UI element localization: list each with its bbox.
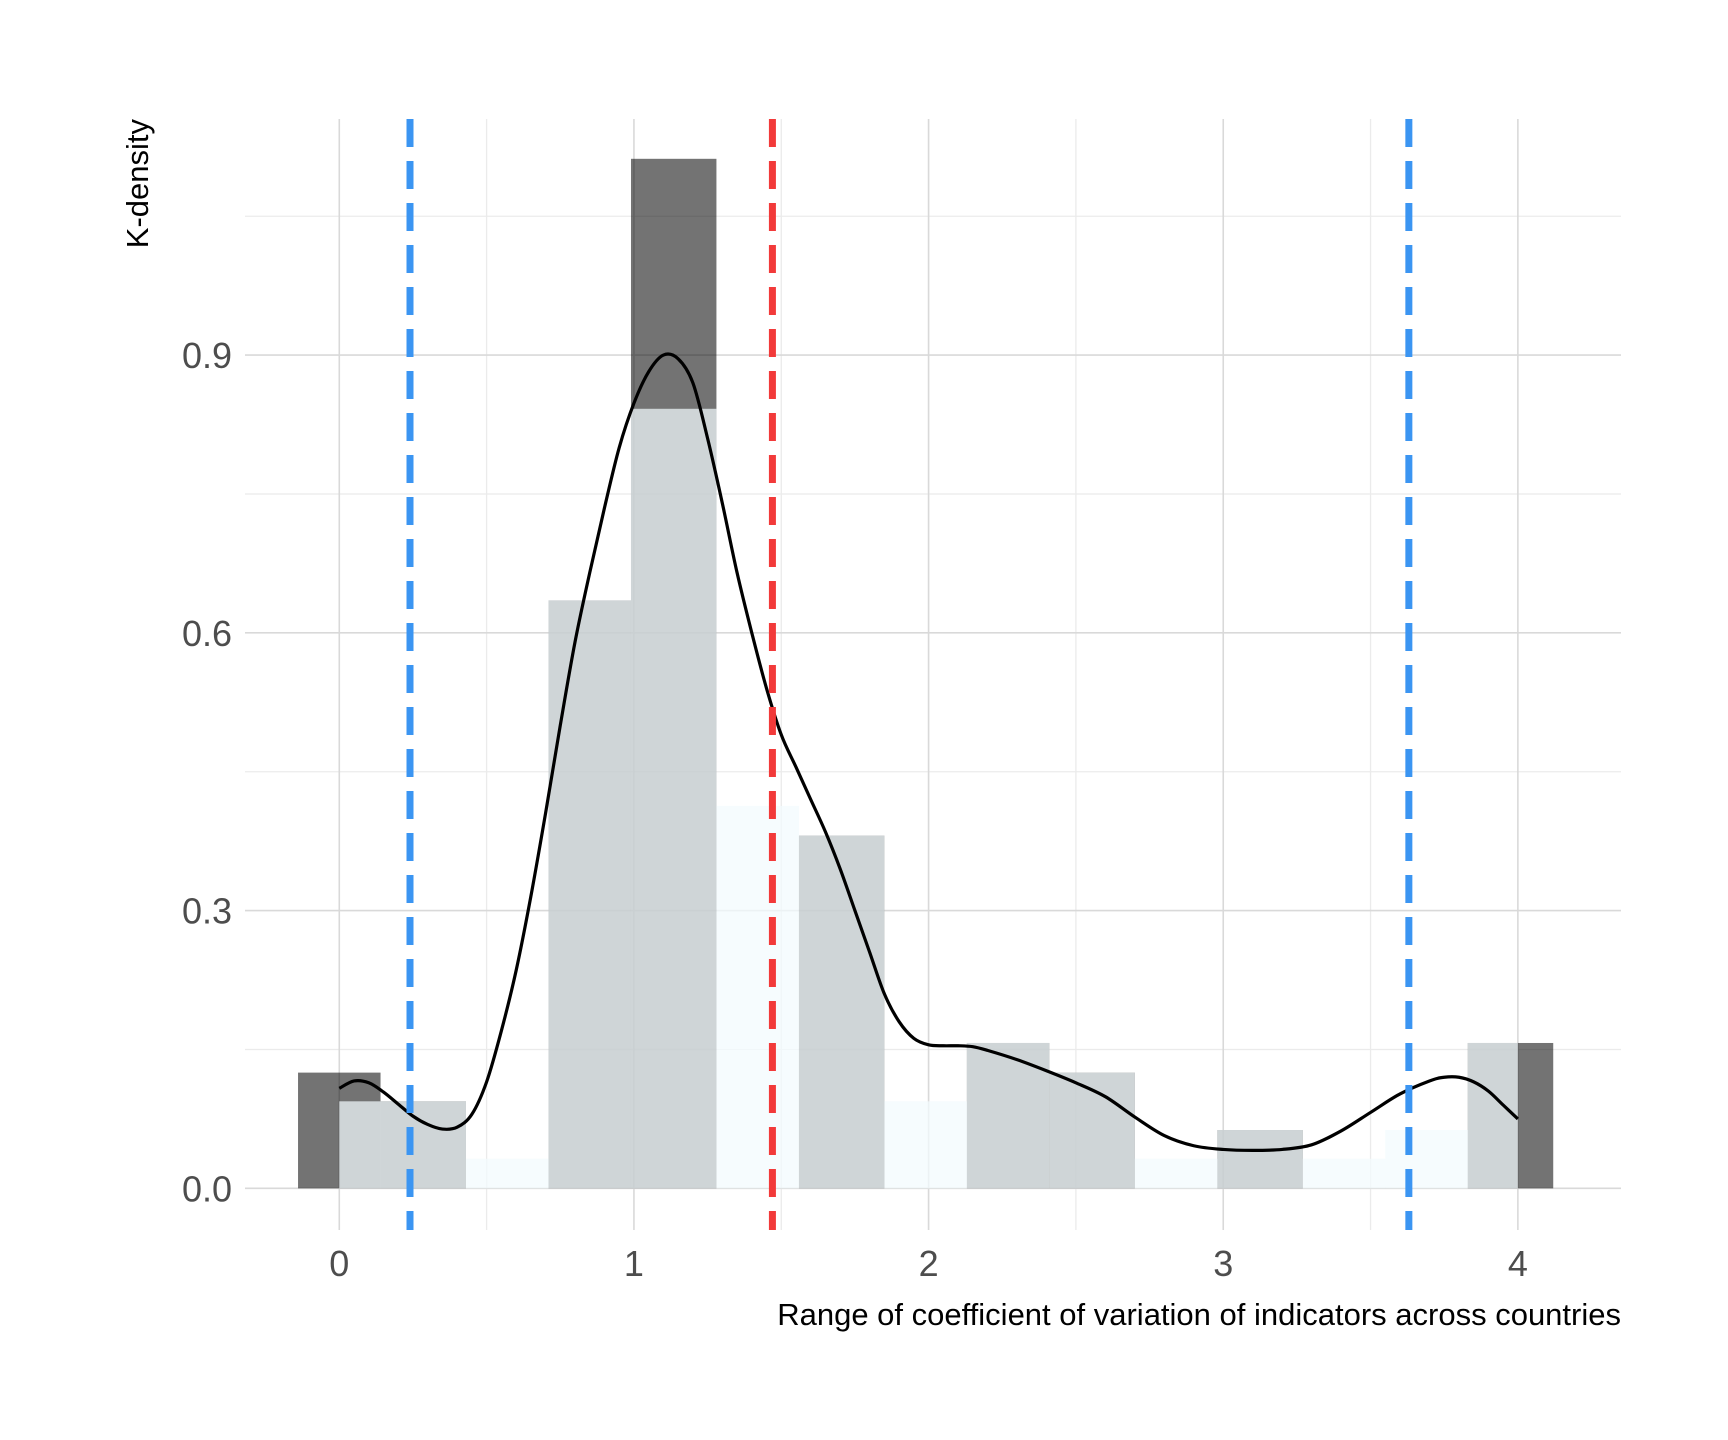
y-tick-label: 0.0 [182, 1168, 232, 1209]
histogram-bar-2 [1467, 1042, 1518, 1189]
histogram-bar-2 [716, 805, 799, 1189]
histogram-bar-2 [1385, 1130, 1468, 1189]
y-tick-label: 0.6 [182, 613, 232, 654]
x-tick-label: 0 [329, 1243, 349, 1284]
histogram-bar-2 [630, 408, 717, 1189]
y-tick-label: 0.3 [182, 891, 232, 932]
y-tick-label: 0.9 [182, 335, 232, 376]
histogram-bar-2 [548, 600, 631, 1189]
reference-lines [406, 119, 1413, 1230]
histogram-bar-2 [966, 1042, 1050, 1189]
histogram-bar-2 [798, 835, 885, 1189]
x-tick-label: 1 [624, 1243, 644, 1284]
x-tick-label: 2 [919, 1243, 939, 1284]
density-curve [338, 352, 1519, 1152]
y-axis-ticks: 0.0 0.3 0.6 0.9 [182, 335, 232, 1209]
y-axis-title: K-density [120, 119, 155, 249]
x-tick-label: 4 [1508, 1243, 1528, 1284]
grid-major-lines [245, 119, 1621, 1230]
histogram-layer [298, 158, 1554, 1189]
grid-minor-lines [245, 119, 1621, 1230]
x-axis-title: Range of coefficient of variation of ind… [777, 1297, 1621, 1332]
histogram-bar-2 [1217, 1130, 1303, 1189]
histogram-bar-2 [339, 1101, 466, 1189]
x-axis-ticks: 0 1 2 3 4 [329, 1243, 1528, 1284]
histogram-bar-2 [1302, 1158, 1386, 1189]
histogram-bar-2 [884, 1101, 967, 1189]
x-tick-label: 3 [1213, 1243, 1233, 1284]
histogram-bar-2 [1049, 1072, 1135, 1189]
histogram-bar-2 [1134, 1158, 1218, 1189]
histogram-bar-2 [465, 1158, 549, 1189]
density-layer [338, 352, 1519, 1152]
